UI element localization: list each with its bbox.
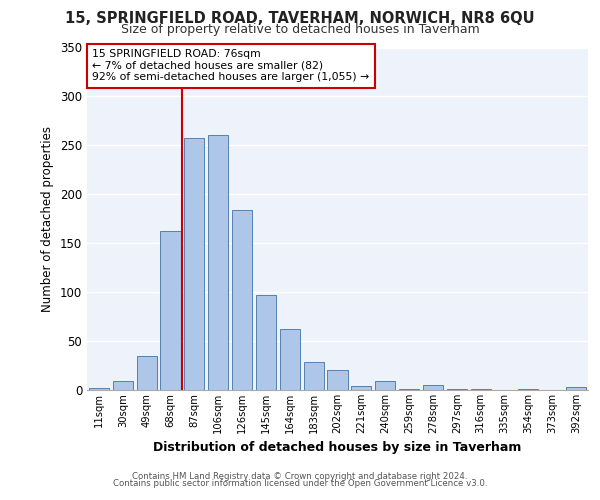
Bar xyxy=(160,232,181,390)
Bar xyxy=(137,356,157,390)
Text: Contains HM Land Registry data © Crown copyright and database right 2024.: Contains HM Land Registry data © Crown c… xyxy=(132,472,468,481)
Bar xyxy=(184,138,205,390)
Bar xyxy=(399,389,419,390)
Text: Contains public sector information licensed under the Open Government Licence v3: Contains public sector information licen… xyxy=(113,479,487,488)
Bar xyxy=(89,388,109,390)
Bar xyxy=(470,389,491,390)
Bar xyxy=(280,330,300,390)
Bar xyxy=(304,362,324,390)
X-axis label: Distribution of detached houses by size in Taverham: Distribution of detached houses by size … xyxy=(154,442,521,454)
Text: 15 SPRINGFIELD ROAD: 76sqm
← 7% of detached houses are smaller (82)
92% of semi-: 15 SPRINGFIELD ROAD: 76sqm ← 7% of detac… xyxy=(92,49,369,82)
Text: 15, SPRINGFIELD ROAD, TAVERHAM, NORWICH, NR8 6QU: 15, SPRINGFIELD ROAD, TAVERHAM, NORWICH,… xyxy=(65,11,535,26)
Bar xyxy=(375,381,395,390)
Bar xyxy=(208,134,229,390)
Bar xyxy=(518,389,538,390)
Bar xyxy=(256,295,276,390)
Y-axis label: Number of detached properties: Number of detached properties xyxy=(41,126,55,312)
Text: Size of property relative to detached houses in Taverham: Size of property relative to detached ho… xyxy=(121,22,479,36)
Bar xyxy=(328,370,347,390)
Bar xyxy=(446,389,467,390)
Bar xyxy=(113,381,133,390)
Bar xyxy=(566,387,586,390)
Bar xyxy=(232,210,252,390)
Bar xyxy=(423,385,443,390)
Bar xyxy=(351,386,371,390)
